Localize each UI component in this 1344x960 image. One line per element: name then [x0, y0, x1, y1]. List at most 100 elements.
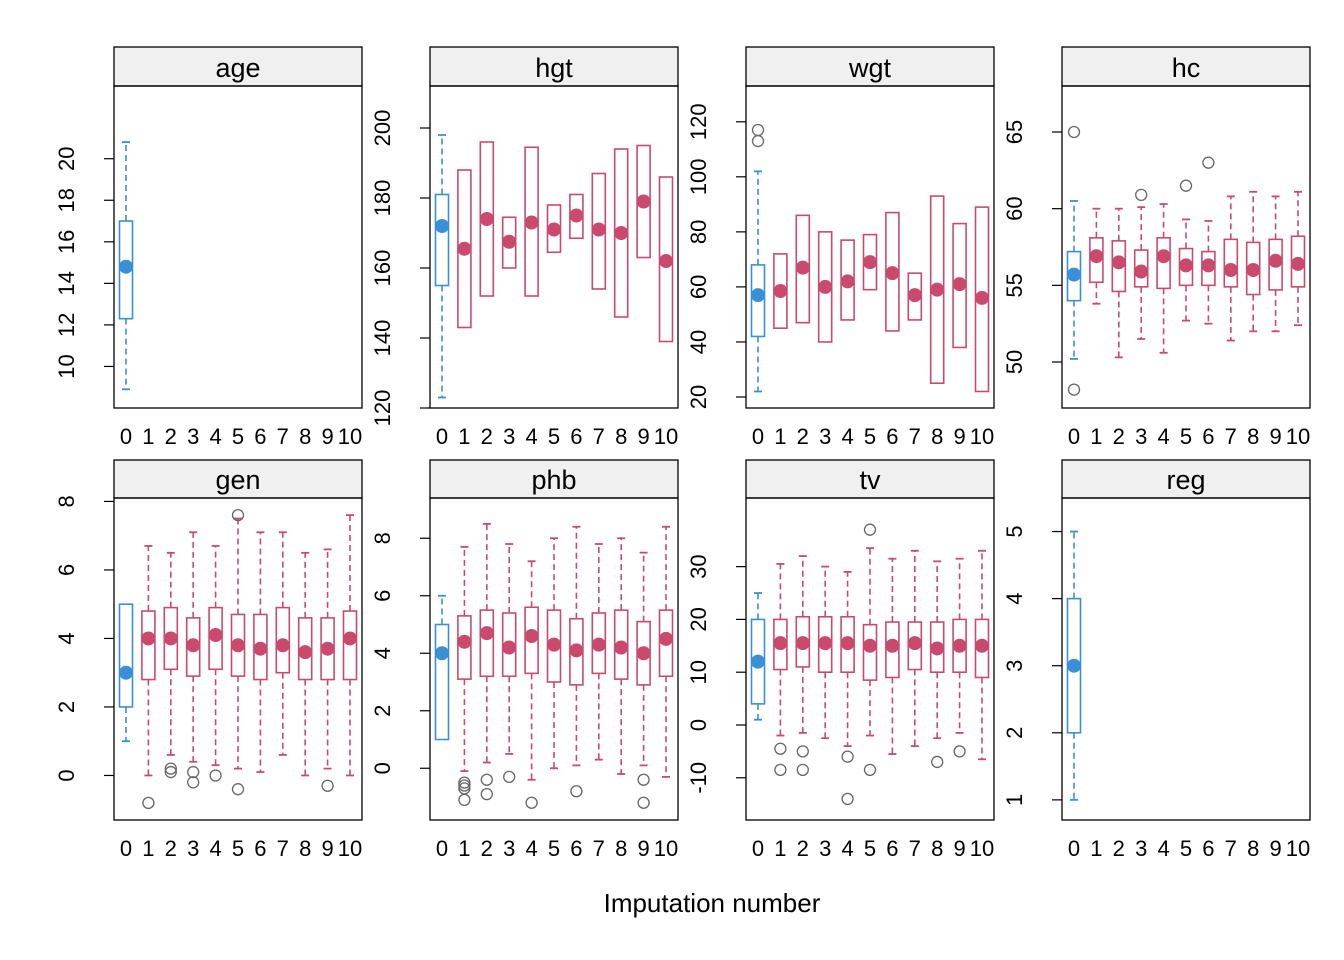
- median-dot: [952, 277, 967, 292]
- x-tick-label: 5: [1180, 424, 1192, 449]
- x-tick-label: 0: [1068, 836, 1080, 861]
- box-tv-9: [952, 557, 967, 758]
- outlier-point: [796, 745, 809, 758]
- median-dot: [591, 637, 606, 652]
- x-tick-label: 7: [277, 836, 289, 861]
- x-tick-label: 0: [1068, 424, 1080, 449]
- x-tick-label: 1: [142, 424, 154, 449]
- x-tick-label: 4: [209, 424, 221, 449]
- x-tick-label: 6: [1202, 424, 1214, 449]
- median-dot: [1268, 253, 1283, 268]
- outlier-point: [480, 787, 493, 801]
- box-wgt-3: [817, 231, 833, 343]
- y-tick-label: 200: [370, 110, 395, 147]
- y-tick-label: 0: [54, 769, 79, 781]
- y-tick-label: 2: [370, 705, 395, 717]
- median-dot: [524, 215, 539, 230]
- y-tick-label: 20: [686, 385, 711, 409]
- x-tick-label: 3: [187, 424, 199, 449]
- median-dot: [569, 643, 584, 658]
- outlier-point: [142, 796, 155, 810]
- y-tick-label: 20: [686, 607, 711, 631]
- median-dot: [930, 282, 945, 297]
- box-phb-3: [501, 543, 517, 784]
- panel-frame: [745, 497, 995, 821]
- x-tick-label: 2: [481, 424, 493, 449]
- box-gen-2: [163, 551, 179, 779]
- x-tick-label: 4: [525, 836, 537, 861]
- box-iqr: [885, 621, 900, 679]
- box-iqr: [479, 609, 495, 678]
- y-tick-label: 65: [1002, 120, 1027, 144]
- outlier-point: [863, 763, 877, 777]
- median-dot: [614, 226, 629, 240]
- x-tick-label: 4: [841, 836, 853, 861]
- box-wgt-8: [929, 195, 945, 385]
- y-tick-label: 1: [1002, 794, 1027, 806]
- median-dot: [591, 222, 606, 237]
- box-wgt-4: [840, 239, 855, 321]
- box-wgt-2: [795, 214, 811, 324]
- box-hgt-7: [591, 172, 607, 290]
- x-tick-label: 9: [321, 424, 333, 449]
- outlier-point: [1067, 125, 1081, 139]
- median-dot: [1111, 255, 1126, 270]
- median-dot: [435, 646, 449, 661]
- median-dot: [751, 654, 765, 669]
- x-tick-label: 4: [209, 836, 221, 861]
- outlier-point: [570, 785, 583, 798]
- box-iqr: [434, 623, 450, 741]
- box-gen-6: [253, 531, 268, 773]
- outlier-point: [231, 783, 245, 796]
- x-tick-label: 6: [1202, 836, 1214, 861]
- y-tick-label: 4: [54, 632, 79, 644]
- panel-title: phb: [531, 465, 576, 495]
- y-tick-label: 0: [370, 762, 395, 774]
- outlier-point: [841, 750, 854, 763]
- outlier-point: [321, 779, 334, 792]
- y-tick-label: 55: [1002, 273, 1027, 297]
- box-hgt-0: [434, 134, 450, 399]
- y-tick-label: 60: [1002, 196, 1027, 220]
- y-tick-label: 80: [686, 220, 711, 244]
- outlier-point: [458, 793, 471, 807]
- x-tick-label: 4: [525, 424, 537, 449]
- x-tick-label: 1: [1090, 424, 1102, 449]
- x-tick-label: 7: [593, 836, 605, 861]
- panel-strip: [1061, 46, 1311, 87]
- box-phb-1: [457, 545, 472, 807]
- x-tick-label: 6: [570, 424, 582, 449]
- outlier-point: [231, 508, 245, 522]
- box-reg-0: [1066, 530, 1082, 801]
- median-dot: [479, 626, 494, 641]
- x-tick-label: 6: [886, 424, 898, 449]
- box-iqr: [1133, 249, 1149, 288]
- median-dot: [1201, 258, 1216, 273]
- outlier-point: [164, 762, 177, 775]
- x-tick-label: 6: [570, 836, 582, 861]
- x-tick-label: 7: [277, 424, 289, 449]
- x-tick-label: 2: [165, 836, 177, 861]
- box-gen-0: [118, 603, 134, 743]
- median-dot: [1179, 258, 1193, 273]
- median-dot: [502, 234, 517, 249]
- box-gen-1: [141, 545, 156, 810]
- x-tick-label: 8: [299, 836, 311, 861]
- median-dot: [186, 638, 201, 653]
- box-tv-7: [907, 549, 923, 747]
- box-gen-10: [342, 514, 358, 777]
- y-tick-label: 8: [54, 495, 79, 507]
- outlier-point: [637, 796, 650, 809]
- median-dot: [119, 665, 133, 680]
- median-dot: [119, 259, 133, 274]
- box-tv-2: [795, 555, 811, 777]
- panel-title: gen: [215, 465, 260, 495]
- box-hgt-5: [546, 204, 562, 254]
- box-iqr: [907, 621, 923, 671]
- median-dot: [524, 629, 539, 643]
- box-iqr: [974, 618, 990, 679]
- box-wgt-5: [862, 233, 878, 291]
